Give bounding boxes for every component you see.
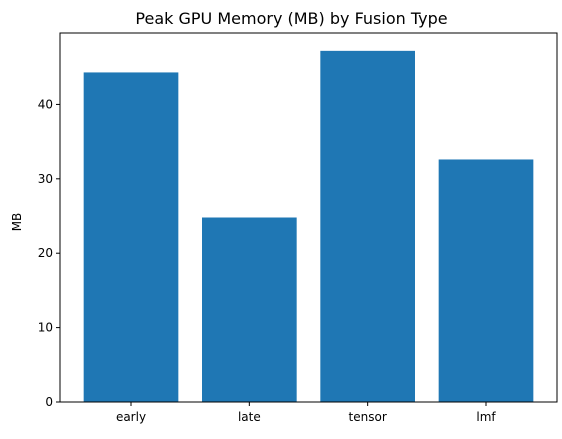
- bar-tensor: [320, 50, 415, 402]
- bars-layer: [83, 50, 534, 403]
- bar-late: [202, 217, 297, 402]
- chart-title: Peak GPU Memory (MB) by Fusion Type: [135, 9, 447, 28]
- x-tick-label: lmf: [476, 410, 496, 424]
- x-tick-label: late: [238, 410, 261, 424]
- y-tick-label: 0: [45, 395, 53, 409]
- y-tick-label: 10: [38, 321, 53, 335]
- y-tick-label: 30: [38, 172, 53, 186]
- bar-lmf: [438, 159, 534, 402]
- y-tick-label: 40: [38, 97, 53, 111]
- bar-early: [83, 72, 179, 403]
- x-axis: early late tensor lmf: [116, 402, 496, 424]
- y-tick-label: 20: [38, 246, 53, 260]
- plot-frame: [59, 32, 558, 403]
- x-tick-label: early: [116, 410, 146, 424]
- y-axis-label: MB: [10, 213, 24, 232]
- y-axis: 0 10 20 30 40: [38, 97, 60, 409]
- x-tick-label: tensor: [349, 410, 387, 424]
